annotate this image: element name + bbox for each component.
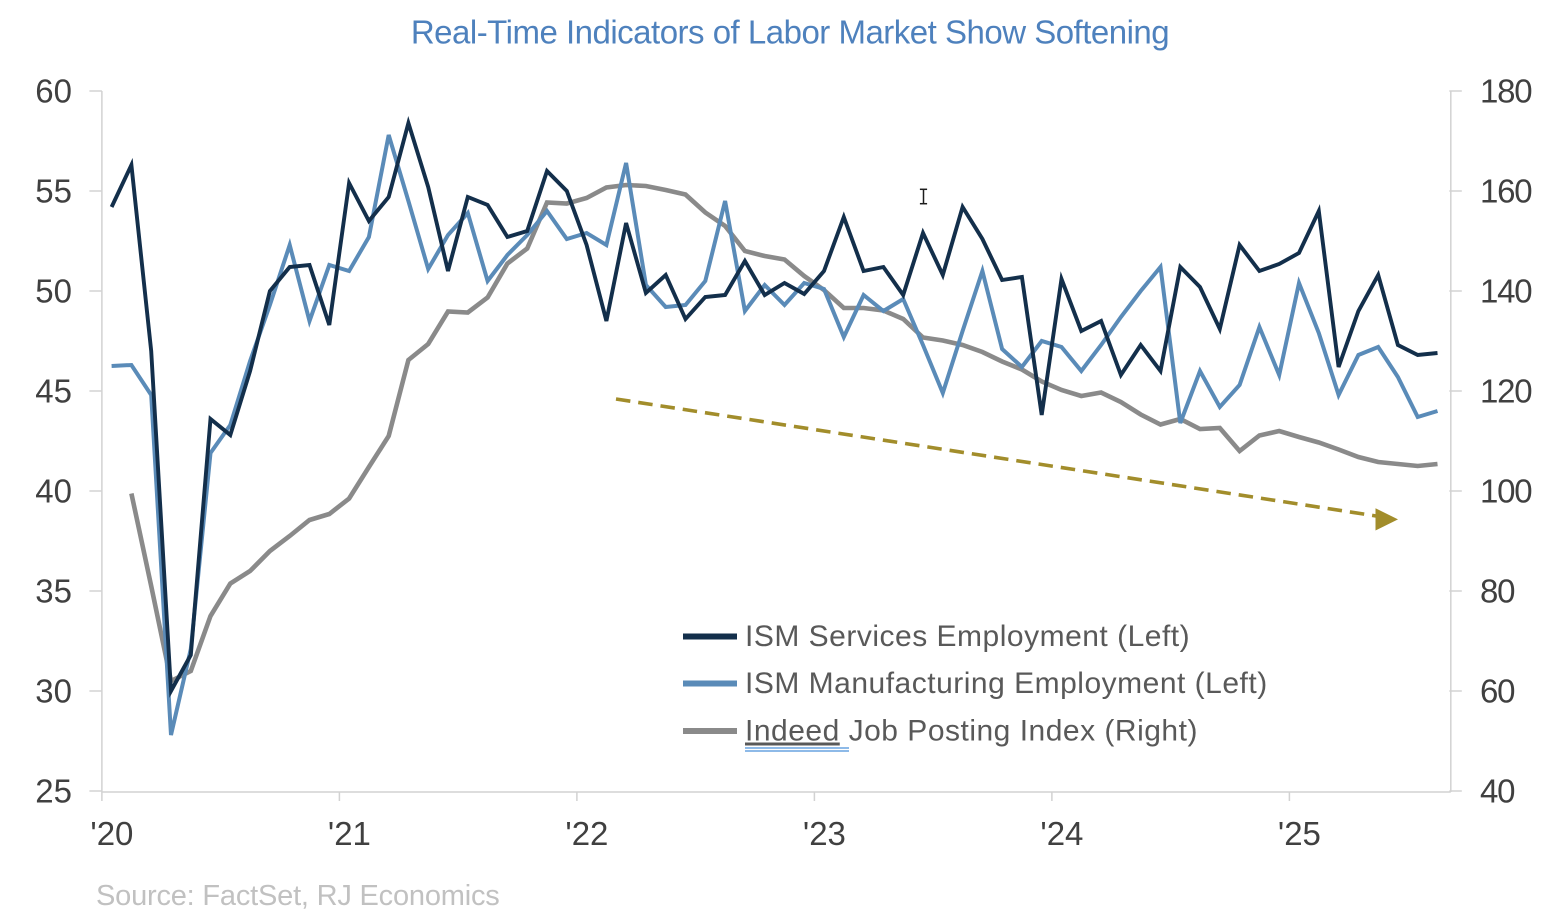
- svg-text:100: 100: [1480, 473, 1532, 510]
- svg-text:55: 55: [35, 173, 72, 210]
- svg-text:50: 50: [35, 273, 72, 310]
- svg-text:180: 180: [1480, 73, 1532, 110]
- svg-text:ISM Services Employment (Left): ISM Services Employment (Left): [745, 620, 1190, 653]
- svg-text:'23: '23: [803, 815, 846, 852]
- svg-text:'24: '24: [1040, 815, 1083, 852]
- svg-text:ISM Manufacturing Employment (: ISM Manufacturing Employment (Left): [745, 667, 1268, 700]
- svg-text:60: 60: [1480, 673, 1515, 710]
- svg-text:25: 25: [35, 773, 72, 810]
- svg-text:'25: '25: [1278, 815, 1321, 852]
- svg-text:'20: '20: [90, 815, 133, 852]
- svg-text:120: 120: [1480, 373, 1532, 410]
- svg-text:'22: '22: [565, 815, 608, 852]
- svg-text:Real-Time Indicators of Labor: Real-Time Indicators of Labor Market Sho…: [411, 14, 1169, 51]
- svg-text:160: 160: [1480, 173, 1532, 210]
- svg-text:60: 60: [35, 73, 72, 110]
- svg-text:40: 40: [35, 473, 72, 510]
- svg-text:45: 45: [35, 373, 72, 410]
- svg-text:80: 80: [1480, 573, 1515, 610]
- svg-text:40: 40: [1480, 773, 1515, 810]
- svg-text:30: 30: [35, 673, 72, 710]
- svg-text:Source: FactSet, RJ Economics: Source: FactSet, RJ Economics: [96, 880, 500, 912]
- svg-text:'21: '21: [328, 815, 371, 852]
- svg-text:140: 140: [1480, 273, 1532, 310]
- svg-text:35: 35: [35, 573, 72, 610]
- svg-text:Indeed Job Posting Index (Righ: Indeed Job Posting Index (Right): [745, 715, 1198, 748]
